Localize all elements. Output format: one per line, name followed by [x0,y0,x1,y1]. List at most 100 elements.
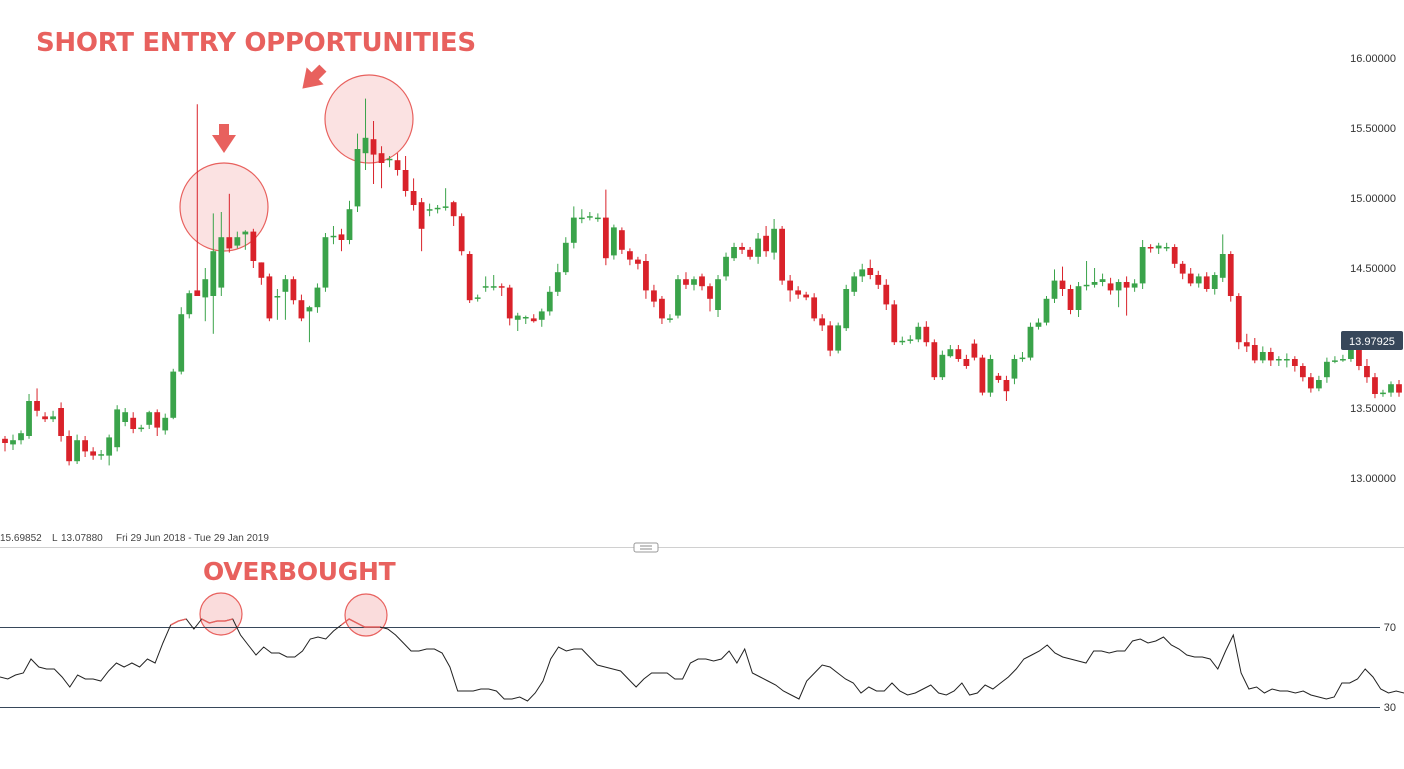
candle [226,193,233,253]
candle-body [891,304,898,343]
candle [1267,347,1274,366]
candle [378,146,385,189]
candle-body [522,317,529,319]
candle [194,104,201,296]
candle-body [1155,245,1162,249]
candle-body [506,287,513,319]
candle [1099,273,1106,287]
candle-body [659,298,665,319]
candle-body [1171,247,1178,264]
candle-body [514,315,521,320]
candle [66,430,72,466]
candle-body [562,242,569,273]
pane-resize-handle[interactable] [633,542,659,553]
candle [987,354,994,397]
candle [418,198,425,252]
candle [498,283,505,296]
candle-body [1332,360,1338,362]
candle [178,307,185,375]
candle [522,315,529,324]
candle [907,335,914,344]
candle [1091,268,1098,288]
candle-body [1235,296,1242,343]
candle-body [971,343,978,358]
candle [1364,359,1370,383]
indicator-line [0,618,1404,702]
candle-body [907,339,914,341]
candle [546,286,553,316]
price-axis: 13.0000013.5000014.0000014.5000015.00000… [1350,53,1396,485]
candle-body [106,437,113,456]
candle [659,296,665,324]
candle-body [803,294,810,298]
short-entry-circle-2 [324,74,414,164]
candle [1380,389,1386,397]
candle [146,410,153,429]
candle-body [418,202,425,229]
candle-body [1251,345,1258,361]
candle [1179,261,1186,280]
candle-body [1083,284,1090,287]
candle [843,284,850,331]
candle-body [1139,247,1146,284]
short-entry-title: SHORT ENTRY OPPORTUNITIES [36,28,476,58]
candle-body [883,284,890,305]
candle [763,226,769,257]
candle-body [466,254,473,301]
candle [1107,277,1114,295]
candle-body [699,276,705,287]
candle-body [530,318,537,322]
candle [34,388,40,417]
candle-body [362,137,369,154]
candle [602,189,609,266]
candle-body [450,202,457,217]
candle-body [707,286,713,299]
current-price-label: 13.97925 [1349,336,1395,348]
candle [1203,272,1210,292]
candle-body [274,296,281,298]
candle-body [1011,359,1018,379]
candle-body [1123,282,1130,288]
level-label-30: 30 [1384,702,1396,714]
candle-body [635,259,641,264]
candle [130,412,137,434]
candle-body [314,287,321,308]
candle-body [578,217,585,220]
candle-body [819,318,826,326]
candle-body [843,289,850,329]
candle [258,262,265,285]
candle-body [482,286,489,288]
candle-body [675,279,681,316]
candle-body [434,207,441,210]
price-tick-label: 14.50000 [1350,263,1396,275]
candle [1243,333,1250,352]
candle [867,259,874,280]
candle-body [1179,263,1186,274]
candle [578,209,585,224]
candle-body [258,262,265,278]
overbought-segment [170,618,381,628]
candle [723,252,729,281]
candle [218,212,225,296]
overbought-title: OVERBOUGHT [203,557,396,586]
candle [819,314,826,331]
candle-body [723,256,729,277]
candle-body [58,408,64,436]
candle-body [1211,275,1218,289]
candle [530,314,537,323]
candle-body [546,291,553,312]
arrow-down-icon [212,124,236,153]
candle [2,436,8,452]
candle-body [322,237,329,288]
candle [923,321,930,347]
candle [346,200,353,245]
candle-body [42,416,48,420]
candle-body [1340,359,1346,361]
candle [314,283,321,313]
candle [114,405,121,452]
candle-body [1099,279,1106,282]
candle-body [386,158,393,161]
candle [242,230,249,250]
candle-body [370,139,377,155]
